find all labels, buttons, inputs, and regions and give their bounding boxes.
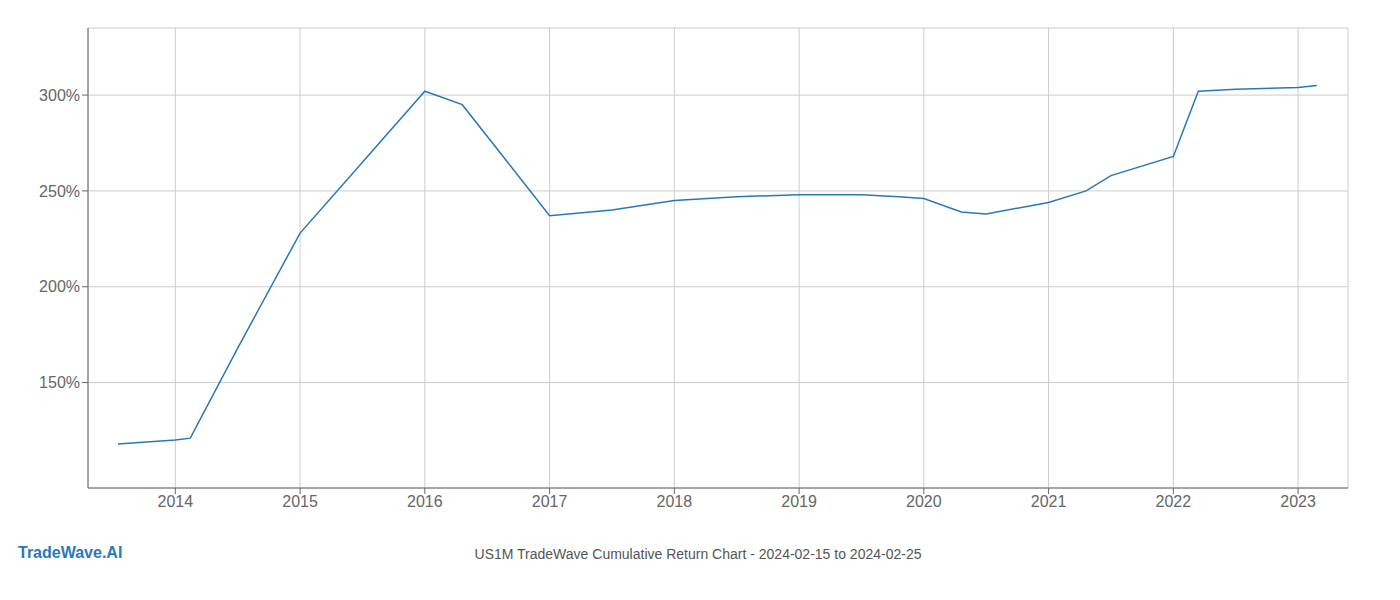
svg-text:150%: 150% bbox=[39, 374, 80, 391]
svg-text:2017: 2017 bbox=[532, 493, 568, 510]
svg-text:300%: 300% bbox=[39, 87, 80, 104]
svg-text:2020: 2020 bbox=[906, 493, 942, 510]
svg-text:250%: 250% bbox=[39, 183, 80, 200]
svg-text:2023: 2023 bbox=[1280, 493, 1316, 510]
svg-text:2022: 2022 bbox=[1156, 493, 1192, 510]
html-text:US1M TradeWave Cumulative Retu: US1M TradeWave Cumulative Return Chart -… bbox=[474, 546, 922, 562]
svg-text:2018: 2018 bbox=[657, 493, 693, 510]
svg-text:2015: 2015 bbox=[282, 493, 318, 510]
svg-text:2014: 2014 bbox=[158, 493, 194, 510]
svg-text:2016: 2016 bbox=[407, 493, 443, 510]
svg-text:2019: 2019 bbox=[781, 493, 817, 510]
html-text:TradeWave.AI: TradeWave.AI bbox=[18, 544, 123, 561]
svg-text:200%: 200% bbox=[39, 278, 80, 295]
svg-text:2021: 2021 bbox=[1031, 493, 1067, 510]
